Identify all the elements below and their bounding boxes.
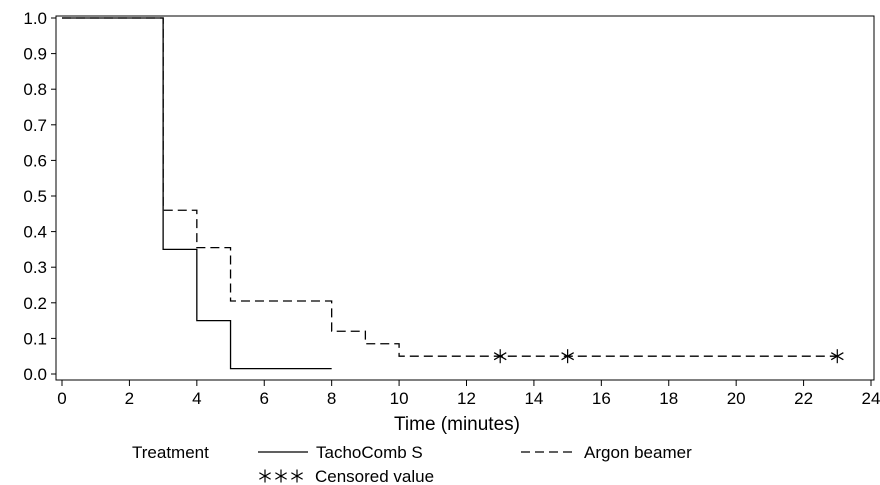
- y-axis: 0.0 0.1 0.2 0.3 0.4 0.5 0.6 0.7 0.8 0.9 1.0: [23, 9, 56, 384]
- y-tick-label: 0.0: [23, 365, 47, 384]
- series-line-argon-beamer: [62, 17, 838, 357]
- x-tick-label: 14: [524, 389, 543, 408]
- legend-label-argon: Argon beamer: [584, 443, 692, 462]
- y-tick-label: 0.7: [23, 116, 47, 135]
- censor-marker: [493, 349, 507, 364]
- censor-stroke: [830, 352, 844, 361]
- x-tick-label: 0: [57, 389, 66, 408]
- x-tick-label: 20: [727, 389, 746, 408]
- legend-censor-symbol: [259, 469, 271, 483]
- x-tick-label: 4: [192, 389, 201, 408]
- x-tick-label: 12: [457, 389, 476, 408]
- x-tick-label: 16: [592, 389, 611, 408]
- censor-stroke: [275, 472, 287, 480]
- legend-censor-symbol: [275, 469, 287, 483]
- legend-label-censored: Censored value: [315, 467, 434, 485]
- plot-border: [55, 15, 875, 381]
- censor-stroke: [291, 472, 303, 480]
- censor-stroke: [561, 352, 574, 361]
- y-tick-label: 0.5: [23, 187, 47, 206]
- y-tick-label: 0.3: [23, 258, 47, 277]
- legend-censor-symbol: [291, 469, 303, 483]
- x-tick-label: 10: [390, 389, 409, 408]
- legend-censor-markers: [259, 469, 303, 483]
- x-tick-label: 2: [125, 389, 134, 408]
- censor-stroke: [259, 472, 271, 480]
- x-axis: 0 2 4 6 8 10 12 14 16 18 20 22 24: [57, 380, 880, 408]
- x-tick-label: 8: [327, 389, 336, 408]
- plot-frame: [55, 15, 875, 381]
- y-tick-label: 0.9: [23, 45, 47, 64]
- y-tick-label: 0.4: [23, 223, 47, 242]
- censor-marker: [830, 349, 844, 364]
- x-tick-label: 18: [659, 389, 678, 408]
- series-line-tachocomb-s: [62, 17, 332, 370]
- y-tick-label: 0.8: [23, 80, 47, 99]
- series-layer: [62, 17, 838, 370]
- y-tick-label: 0.6: [23, 151, 47, 170]
- x-tick-label: 24: [862, 389, 880, 408]
- y-tick-label: 1.0: [23, 9, 47, 28]
- legend: Treatment TachoComb S Argon beamer Censo…: [132, 443, 692, 485]
- y-tick-label: 0.1: [23, 329, 47, 348]
- x-tick-label: 22: [794, 389, 813, 408]
- legend-title: Treatment: [132, 443, 209, 462]
- legend-label-tachocomb: TachoComb S: [316, 443, 423, 462]
- censor-marker: [561, 349, 574, 364]
- x-tick-label: 6: [260, 389, 269, 408]
- x-axis-label: Time (minutes): [394, 414, 520, 435]
- censor-stroke: [493, 352, 507, 361]
- censor-markers: [493, 349, 844, 364]
- y-tick-label: 0.2: [23, 294, 47, 313]
